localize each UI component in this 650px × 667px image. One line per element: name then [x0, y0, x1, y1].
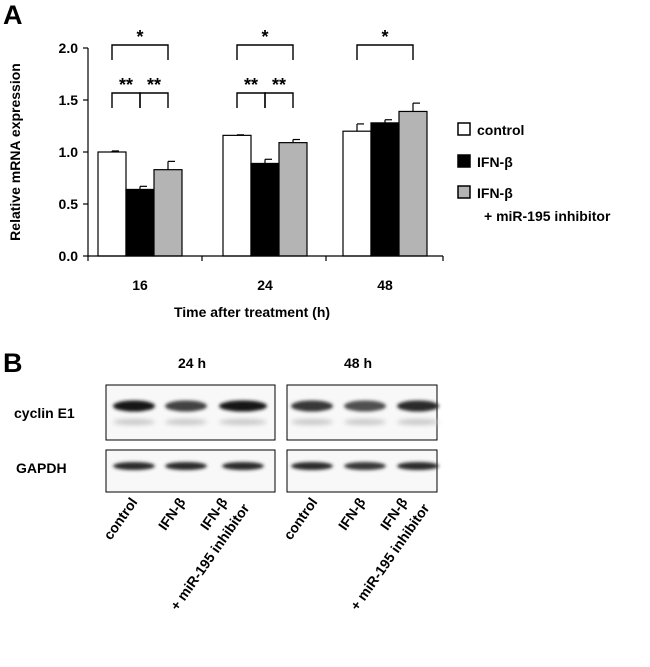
x-tick-label: 48 — [377, 277, 393, 293]
significance-bracket — [111, 44, 169, 60]
bar — [342, 130, 372, 257]
row-label-cyclin-e1: cyclin E1 — [14, 405, 75, 421]
blot-band — [165, 462, 207, 470]
blot-band — [344, 400, 386, 412]
blot-bands — [113, 400, 439, 470]
bar — [222, 134, 252, 257]
y-tick-labels: 0.0 0.5 1.0 1.5 2.0 — [59, 40, 79, 264]
x-tick-label: 24 — [257, 277, 273, 293]
legend-label-control: control — [477, 122, 524, 138]
x-tick-labels: 16 24 48 — [132, 277, 393, 293]
y-tick-label: 1.0 — [59, 144, 79, 160]
bars — [97, 110, 428, 257]
panel-a-label: A — [3, 0, 23, 30]
lane-label: IFN-β — [155, 494, 189, 533]
axes — [83, 47, 444, 261]
significance-bracket — [264, 92, 294, 108]
y-tick-label: 0.5 — [59, 196, 79, 212]
significance-brackets: *** ***** *** — [111, 27, 414, 108]
blot-band-faint — [165, 419, 207, 425]
blot-band — [219, 400, 267, 412]
blot-band — [397, 462, 439, 470]
blot-band — [113, 400, 155, 412]
bar — [250, 162, 280, 257]
significance-label: * — [261, 27, 268, 47]
bar — [125, 188, 155, 257]
lane-label: control — [100, 495, 140, 543]
bar — [97, 151, 127, 257]
significance-label: ** — [119, 75, 133, 95]
blot-box-24h-gapdh — [105, 449, 276, 493]
y-tick-label: 0.0 — [59, 248, 79, 264]
legend: control IFN-β IFN-β + miR-195 inhibitor — [457, 122, 611, 224]
blot-band-faint — [113, 419, 155, 425]
blot-band-faint — [397, 419, 439, 425]
significance-bracket — [236, 92, 266, 108]
significance-bracket — [356, 44, 414, 60]
blot-band — [291, 462, 333, 470]
blot-band — [344, 462, 386, 470]
legend-swatch-ifn-inhibitor — [457, 185, 471, 199]
significance-label: * — [381, 27, 388, 47]
blot-box-48h-cyclin — [286, 384, 438, 441]
blot-band — [113, 462, 155, 470]
legend-label-ifn-inhibitor: IFN-β — [477, 185, 513, 201]
significance-bracket — [139, 92, 169, 108]
lane-labels: control IFN-β IFN-β+ miR-195 inhibitor cont… — [100, 494, 433, 613]
bar — [370, 122, 400, 257]
y-tick-label: 1.5 — [59, 92, 79, 108]
timepoint-label-24h: 24 h — [178, 355, 206, 371]
legend-swatch-ifn — [457, 154, 471, 168]
bar — [153, 169, 183, 257]
blot-band-faint — [344, 419, 386, 425]
significance-label: ** — [147, 75, 161, 95]
error-bars — [111, 102, 420, 190]
panel-b-label: B — [3, 348, 23, 378]
x-tick-label: 16 — [132, 277, 148, 293]
blot-box-24h-cyclin — [105, 384, 276, 441]
bar-chart: Relative mRNA expression Time after trea… — [7, 27, 611, 320]
bar — [278, 142, 308, 257]
significance-bracket — [111, 92, 141, 108]
blot-box-48h-gapdh — [286, 449, 438, 493]
blot-band — [222, 462, 264, 470]
significance-label: ** — [272, 75, 286, 95]
western-blot: 24 h 48 h cyclin E1 GAPDH control IFN-β IF… — [14, 355, 439, 613]
blot-band — [165, 400, 207, 412]
bar — [398, 110, 428, 257]
timepoint-label-48h: 48 h — [344, 355, 372, 371]
legend-label-ifn: IFN-β — [477, 154, 513, 170]
blot-band-faint — [219, 419, 267, 425]
lane-label: IFN-β — [335, 494, 369, 533]
blot-band — [397, 400, 439, 412]
legend-label-ifn-inhibitor-line2: + miR-195 inhibitor — [484, 208, 611, 224]
significance-label: ** — [244, 75, 258, 95]
x-axis-label: Time after treatment (h) — [174, 304, 330, 320]
row-label-gapdh: GAPDH — [16, 460, 67, 476]
blot-band — [291, 400, 333, 412]
y-axis-label: Relative mRNA expression — [7, 63, 23, 241]
y-tick-label: 2.0 — [59, 40, 79, 56]
blot-band-faint — [291, 419, 333, 425]
significance-label: * — [136, 27, 143, 47]
lane-label: control — [280, 495, 320, 543]
legend-swatch-control — [457, 122, 471, 136]
significance-bracket — [236, 44, 294, 60]
